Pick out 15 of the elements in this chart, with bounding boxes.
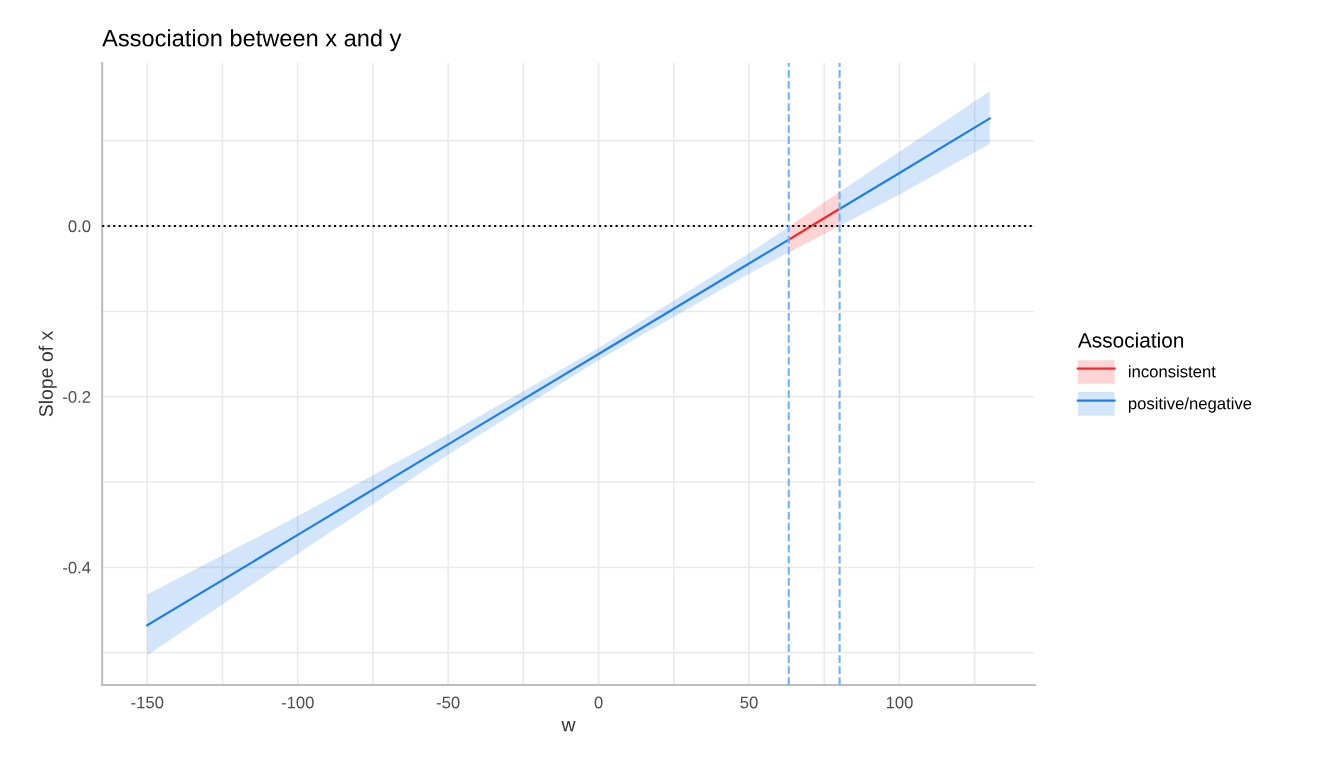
legend-label: positive/negative [1128,397,1252,413]
chart-title: Association between x and y [102,29,402,52]
x-tick-label: 100 [886,696,913,709]
y-axis-title: Slope of x [38,330,57,417]
x-tick-label: -100 [281,696,314,709]
y-tick-label: -0.2 [63,391,91,403]
x-tick-label: -50 [436,696,460,709]
legend-label: inconsistent [1128,365,1216,378]
y-tick-label: 0.0 [68,220,91,233]
y-tick-label: -0.4 [63,561,91,574]
x-tick-label: 0 [594,696,603,709]
legend-title: Association [1077,332,1184,348]
x-tick-label: 50 [740,696,758,709]
x-axis-title: w [561,721,576,732]
x-tick-label: -150 [131,696,164,709]
